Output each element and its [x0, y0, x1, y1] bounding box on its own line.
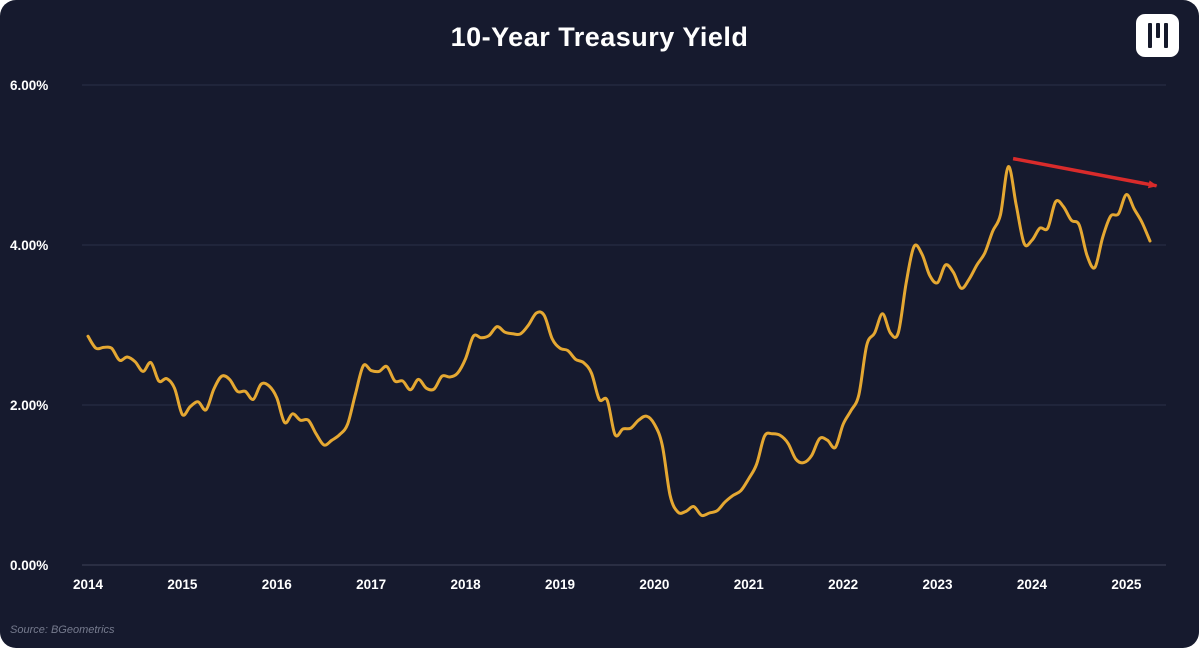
x-axis-tick-label: 2021	[734, 577, 765, 592]
x-axis-tick-label: 2019	[545, 577, 575, 592]
logo-bar	[1147, 23, 1152, 48]
y-axis-tick-label: 4.00%	[10, 238, 48, 253]
logo-bar	[1155, 23, 1160, 38]
x-axis-tick-label: 2022	[828, 577, 858, 592]
y-axis-tick-label: 2.00%	[10, 398, 48, 413]
x-axis-tick-label: 2023	[923, 577, 954, 592]
trend-arrow-annotation	[1012, 156, 1158, 189]
x-axis-tick-label: 2014	[73, 577, 104, 592]
source-caption: Source: BGeometrics	[10, 624, 115, 636]
x-axis-tick-label: 2017	[356, 577, 386, 592]
x-axis-tick-label: 2020	[639, 577, 669, 592]
logo-bar	[1163, 23, 1168, 48]
bgeometrics-logo-icon	[1136, 14, 1179, 57]
yield-line-series	[86, 165, 1152, 518]
x-axis-tick-label: 2024	[1017, 577, 1048, 592]
x-axis-tick-label: 2015	[167, 577, 198, 592]
chart-title: 10-Year Treasury Yield	[450, 22, 749, 52]
y-axis-tick-label: 6.00%	[10, 78, 48, 93]
x-axis-tick-label: 2025	[1111, 577, 1142, 592]
x-axis-tick-label: 2018	[451, 577, 482, 592]
x-axis-tick-label: 2016	[262, 577, 293, 592]
y-axis-tick-label: 0.00%	[10, 558, 48, 573]
